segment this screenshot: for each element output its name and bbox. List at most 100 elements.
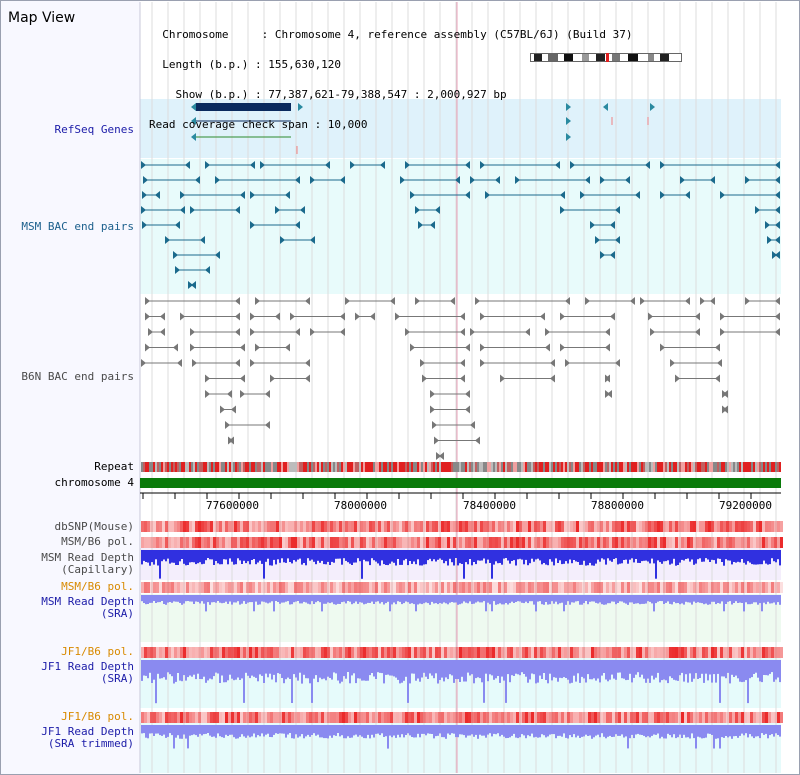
msm-capillary-depth-bar <box>221 550 223 565</box>
b6n-bac-pair-end <box>227 390 232 398</box>
msm-b6-pol-cell <box>216 582 219 593</box>
jf1-b6-pol-cell <box>699 647 702 658</box>
msm-sra-depth-bar <box>547 595 549 605</box>
msm-capillary-depth-bar <box>159 550 161 579</box>
msm-sra-depth-bar <box>657 595 659 602</box>
b6n-bac-pair-end <box>648 312 653 321</box>
msm-b6-pol-cell <box>252 537 255 548</box>
msm-b6-pol-cell <box>672 537 675 548</box>
msm-capillary-depth-bar <box>743 550 745 563</box>
repeat-segment <box>603 462 605 472</box>
msm-b6-pol-cell <box>498 537 501 548</box>
repeat-segment <box>267 462 269 472</box>
jf1-b6-pol-cell <box>576 647 579 658</box>
jf1-trim-depth-bar <box>679 725 681 735</box>
jf1-b6-pol-cell <box>687 712 690 723</box>
msm-b6-pol-cell <box>621 537 624 548</box>
msm-bac-pair-end <box>485 191 490 199</box>
repeat-segment <box>181 462 183 472</box>
msm-capillary-depth-bar <box>605 550 607 565</box>
repeat-segment <box>679 462 681 472</box>
repeat-segment <box>469 462 471 472</box>
msm-b6-pol-cell <box>684 582 687 593</box>
b6n-bac-pair-end <box>607 390 612 398</box>
msm-sra-depth-bar <box>335 595 337 605</box>
dbsnp-cell <box>204 521 207 532</box>
msm-b6-pol-cell <box>282 582 285 593</box>
jf1-trim-depth-bar <box>191 725 193 736</box>
msm-b6-pol-cell <box>666 582 669 593</box>
jf1-trim-depth-bar <box>353 725 355 736</box>
msm-capillary-depth-bar <box>263 550 265 579</box>
jf1-b6-pol-cell <box>708 647 711 658</box>
jf1-trim-depth-bar <box>581 725 583 737</box>
msm-b6-pol-cell <box>717 582 720 593</box>
msm-b6-pol-cell <box>342 582 345 593</box>
repeat-segment <box>605 462 607 472</box>
msm-capillary-depth-bar <box>193 550 195 563</box>
jf1-trim-depth-bar <box>227 725 229 736</box>
msm-b6-pol-cell <box>393 537 396 548</box>
jf1-b6-pol-cell <box>576 712 579 723</box>
jf1-sra-depth-bar <box>219 660 221 683</box>
repeat-segment <box>321 462 323 472</box>
repeat-segment <box>495 462 497 472</box>
msm-b6-pol-cell <box>189 537 192 548</box>
repeat-segment <box>577 462 579 472</box>
jf1-b6-pol-cell <box>201 647 204 658</box>
msm-b6-pol-cell <box>441 537 444 548</box>
dbsnp-cell <box>423 521 426 532</box>
jf1-b6-pol-cell <box>396 712 399 723</box>
jf1-b6-pol-cell <box>726 647 729 658</box>
chromosome-ideogram[interactable] <box>530 53 682 62</box>
msm-sra-depth-bar <box>347 595 349 601</box>
msm-capillary-depth-bar <box>301 550 303 565</box>
ideogram-position-marker <box>606 53 609 62</box>
dbsnp-cell <box>411 521 414 532</box>
jf1-b6-pol-cell <box>627 712 630 723</box>
msm-capillary-depth-bar <box>213 550 215 565</box>
jf1-sra-depth-bar <box>719 660 721 703</box>
msm-sra-depth-bar <box>701 595 703 604</box>
jf1-b6-pol-cell <box>594 712 597 723</box>
msm-capillary-depth-bar <box>363 550 365 560</box>
jf1-depth-trim-label-1: JF1 Read Depth <box>41 725 134 738</box>
msm-capillary-depth-bar <box>227 550 229 565</box>
jf1-b6-pol-cell <box>705 712 708 723</box>
msm-capillary-depth-bar <box>153 550 155 565</box>
jf1-sra-depth-bar <box>691 660 693 682</box>
repeat-label: Repeat <box>94 460 134 473</box>
jf1-trim-depth-bar <box>593 725 595 738</box>
repeat-segment <box>271 462 273 472</box>
msm-capillary-depth-bar <box>767 550 769 565</box>
jf1-trim-depth-bar <box>485 725 487 738</box>
msm-b6-pol-cell <box>360 537 363 548</box>
jf1-sra-depth-bar <box>339 660 341 684</box>
jf1-sra-depth-bar <box>657 660 659 673</box>
jf1-sra-depth-bar <box>327 660 329 677</box>
msm-b6-pol-cell <box>606 537 609 548</box>
msm-capillary-depth-bar <box>393 550 395 563</box>
msm-bac-pair-end <box>275 206 280 214</box>
msm-bac-pair-end <box>418 221 423 229</box>
msm-capillary-depth-bar <box>285 550 287 563</box>
msm-b6-pol-cell <box>459 537 462 548</box>
jf1-b6-pol-cell <box>282 647 285 658</box>
msm-capillary-depth-bar <box>341 550 343 565</box>
msm-bac-pair-end <box>775 161 780 169</box>
msm-capillary-depth-bar <box>585 550 587 566</box>
msm-sra-depth-bar <box>737 595 739 603</box>
jf1-b6-pol-cell <box>714 712 717 723</box>
repeat-segment <box>629 462 631 472</box>
repeat-segment <box>547 462 549 472</box>
msm-bac-pair-end <box>175 266 180 274</box>
msm-capillary-depth-bar <box>335 550 337 559</box>
msm-bac-pair-end <box>560 206 565 214</box>
b6n-bac-pair-end <box>225 421 230 429</box>
jf1-trim-depth-bar <box>219 725 221 737</box>
dbsnp-cell <box>534 521 537 532</box>
jf1-b6-pol-cell <box>405 647 408 658</box>
jf1-trim-depth-bar <box>417 725 419 734</box>
dbsnp-cell <box>459 521 462 532</box>
